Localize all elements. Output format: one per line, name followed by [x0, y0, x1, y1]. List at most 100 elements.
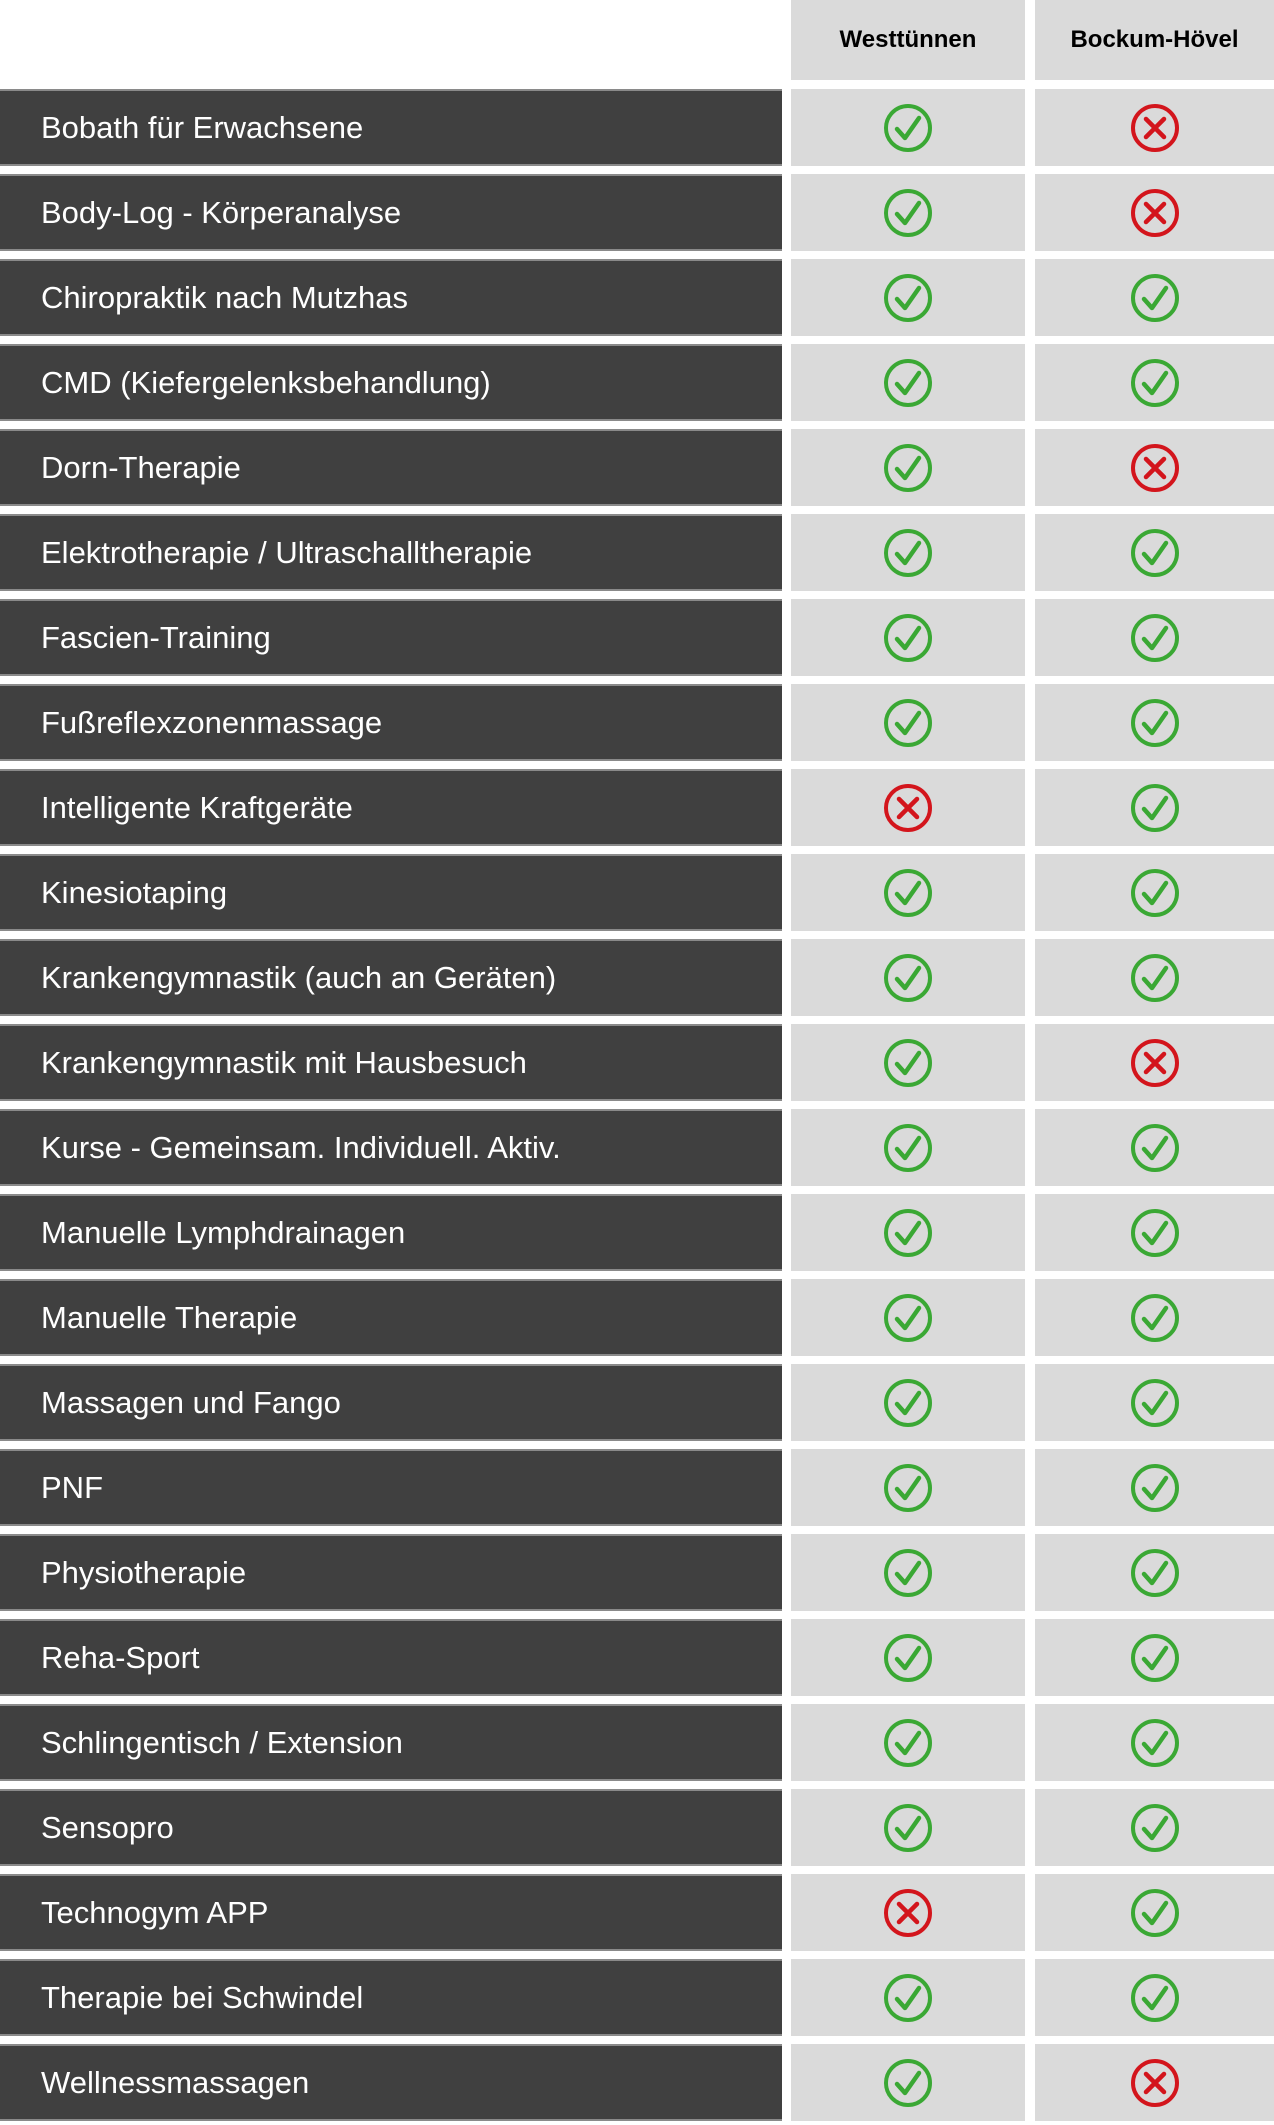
table-row: Kurse - Gemeinsam. Individuell. Aktiv.	[0, 1109, 1274, 1186]
table-row: Therapie bei Schwindel	[0, 1959, 1274, 2036]
availability-cell-bockum-hoevel	[1035, 1449, 1274, 1526]
service-label: Kurse - Gemeinsam. Individuell. Aktiv.	[0, 1109, 782, 1186]
check-circle-icon	[884, 2058, 932, 2107]
x-circle-icon	[1130, 1038, 1179, 1087]
table-row: Physiotherapie	[0, 1534, 1274, 1611]
availability-cell-bockum-hoevel	[1035, 429, 1274, 506]
availability-cell-westtuennen	[791, 1449, 1025, 1526]
check-circle-icon	[1130, 1123, 1179, 1172]
table-row: Massagen und Fango	[0, 1364, 1274, 1441]
service-label: Krankengymnastik (auch an Geräten)	[0, 939, 782, 1016]
availability-cell-bockum-hoevel	[1035, 1109, 1274, 1186]
table-row: Fußreflexzonenmassage	[0, 684, 1274, 761]
table-row: Body-Log - Körperanalyse	[0, 174, 1274, 251]
availability-cell-bockum-hoevel	[1035, 1194, 1274, 1271]
service-label: Wellnessmassagen	[0, 2044, 782, 2121]
availability-cell-bockum-hoevel	[1035, 174, 1274, 251]
x-circle-icon	[1130, 2058, 1179, 2107]
check-circle-icon	[1130, 1293, 1179, 1342]
availability-cell-westtuennen	[791, 259, 1025, 336]
service-label: Schlingentisch / Extension	[0, 1704, 782, 1781]
check-circle-icon	[884, 613, 932, 662]
availability-cell-bockum-hoevel	[1035, 259, 1274, 336]
check-circle-icon	[1130, 613, 1179, 662]
check-circle-icon	[884, 1973, 932, 2022]
service-label: CMD (Kiefergelenksbehandlung)	[0, 344, 782, 421]
availability-cell-westtuennen	[791, 429, 1025, 506]
availability-cell-bockum-hoevel	[1035, 1364, 1274, 1441]
x-circle-icon	[884, 783, 932, 832]
table-row: Reha-Sport	[0, 1619, 1274, 1696]
service-label: Bobath für Erwachsene	[0, 89, 782, 166]
availability-cell-bockum-hoevel	[1035, 1874, 1274, 1951]
availability-cell-westtuennen	[791, 1619, 1025, 1696]
availability-cell-westtuennen	[791, 1874, 1025, 1951]
table-row: Schlingentisch / Extension	[0, 1704, 1274, 1781]
availability-cell-westtuennen	[791, 1704, 1025, 1781]
availability-cell-bockum-hoevel	[1035, 1024, 1274, 1101]
table-row: Elektrotherapie / Ultraschalltherapie	[0, 514, 1274, 591]
availability-cell-bockum-hoevel	[1035, 1959, 1274, 2036]
check-circle-icon	[1130, 273, 1179, 322]
check-circle-icon	[884, 1633, 932, 1682]
service-label: Chiropraktik nach Mutzhas	[0, 259, 782, 336]
table-row: Manuelle Lymphdrainagen	[0, 1194, 1274, 1271]
check-circle-icon	[884, 188, 932, 237]
check-circle-icon	[1130, 698, 1179, 747]
service-label: Therapie bei Schwindel	[0, 1959, 782, 2036]
availability-cell-bockum-hoevel	[1035, 684, 1274, 761]
table-row: Wellnessmassagen	[0, 2044, 1274, 2121]
table-row: Chiropraktik nach Mutzhas	[0, 259, 1274, 336]
check-circle-icon	[1130, 953, 1179, 1002]
availability-cell-westtuennen	[791, 1279, 1025, 1356]
check-circle-icon	[884, 528, 932, 577]
availability-cell-bockum-hoevel	[1035, 1279, 1274, 1356]
availability-cell-bockum-hoevel	[1035, 1534, 1274, 1611]
table-row: Dorn-Therapie	[0, 429, 1274, 506]
check-circle-icon	[884, 1123, 932, 1172]
x-circle-icon	[884, 1888, 932, 1937]
check-circle-icon	[1130, 1973, 1179, 2022]
check-circle-icon	[884, 868, 932, 917]
availability-cell-westtuennen	[791, 1194, 1025, 1271]
table-row: Technogym APP	[0, 1874, 1274, 1951]
availability-cell-westtuennen	[791, 89, 1025, 166]
service-label: Technogym APP	[0, 1874, 782, 1951]
table-row: Kinesiotaping	[0, 854, 1274, 931]
check-circle-icon	[884, 1718, 932, 1767]
service-label: Manuelle Lymphdrainagen	[0, 1194, 782, 1271]
check-circle-icon	[1130, 1803, 1179, 1852]
table-row: Sensopro	[0, 1789, 1274, 1866]
availability-cell-westtuennen	[791, 599, 1025, 676]
check-circle-icon	[884, 1038, 932, 1087]
table-row: Manuelle Therapie	[0, 1279, 1274, 1356]
availability-cell-bockum-hoevel	[1035, 89, 1274, 166]
availability-cell-bockum-hoevel	[1035, 939, 1274, 1016]
availability-cell-westtuennen	[791, 939, 1025, 1016]
service-label: Krankengymnastik mit Hausbesuch	[0, 1024, 782, 1101]
availability-cell-westtuennen	[791, 514, 1025, 591]
service-label: Reha-Sport	[0, 1619, 782, 1696]
check-circle-icon	[1130, 1888, 1179, 1937]
availability-cell-westtuennen	[791, 1534, 1025, 1611]
check-circle-icon	[884, 273, 932, 322]
service-label: PNF	[0, 1449, 782, 1526]
availability-cell-westtuennen	[791, 1364, 1025, 1441]
availability-cell-bockum-hoevel	[1035, 344, 1274, 421]
x-circle-icon	[1130, 188, 1179, 237]
check-circle-icon	[1130, 1718, 1179, 1767]
check-circle-icon	[1130, 1208, 1179, 1257]
check-circle-icon	[1130, 1378, 1179, 1427]
service-label: Elektrotherapie / Ultraschalltherapie	[0, 514, 782, 591]
availability-cell-westtuennen	[791, 344, 1025, 421]
check-circle-icon	[884, 358, 932, 407]
check-circle-icon	[884, 953, 932, 1002]
availability-cell-westtuennen	[791, 1789, 1025, 1866]
check-circle-icon	[1130, 868, 1179, 917]
check-circle-icon	[884, 1378, 932, 1427]
table-row: PNF	[0, 1449, 1274, 1526]
x-circle-icon	[1130, 103, 1179, 152]
availability-cell-westtuennen	[791, 174, 1025, 251]
check-circle-icon	[884, 698, 932, 747]
table-row: Fascien-Training	[0, 599, 1274, 676]
